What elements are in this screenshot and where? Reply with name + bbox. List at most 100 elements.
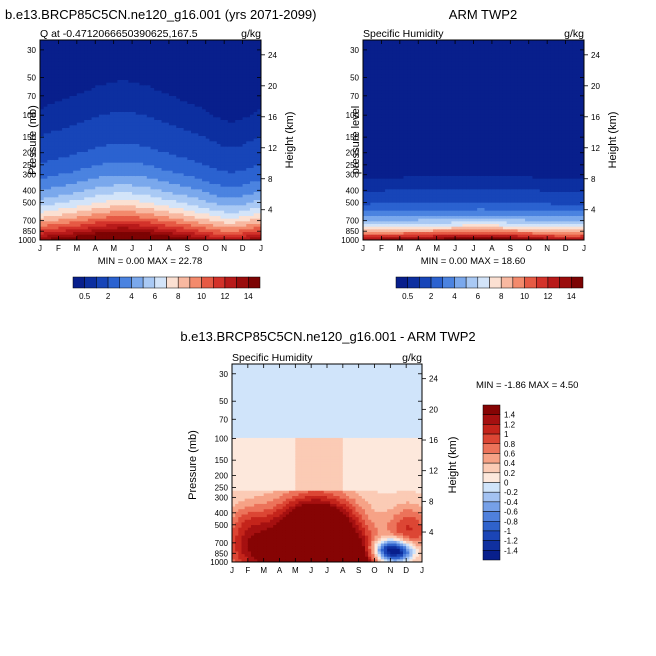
field-cell	[69, 152, 74, 156]
field-cell	[95, 202, 100, 206]
field-cell	[102, 117, 107, 121]
field-cell	[43, 133, 48, 137]
field-cell	[146, 208, 152, 212]
field-cell	[242, 178, 247, 182]
field-cell	[98, 144, 104, 148]
field-cell	[249, 101, 255, 105]
field-cell	[202, 152, 207, 156]
field-cell	[65, 152, 71, 156]
field-cell	[84, 144, 89, 148]
field-cell	[374, 144, 379, 148]
field-cell	[154, 53, 159, 57]
field-cell	[43, 197, 48, 201]
field-cell	[154, 184, 159, 188]
field-cell	[84, 96, 89, 100]
field-cell	[176, 146, 181, 150]
field-cell	[209, 165, 214, 169]
field-cell	[366, 58, 371, 62]
field-cell	[54, 205, 60, 209]
field-cell	[213, 176, 218, 180]
field-cell	[124, 69, 129, 73]
field-cell	[95, 96, 100, 100]
field-cell	[161, 114, 166, 118]
field-cell	[238, 189, 244, 193]
field-cell	[253, 176, 258, 180]
field-cell	[106, 136, 111, 140]
field-cell	[198, 90, 203, 94]
field-cell	[194, 186, 199, 190]
field-cell	[246, 128, 251, 132]
field-cell	[213, 234, 218, 238]
field-cell	[117, 64, 122, 68]
field-cell	[58, 213, 63, 217]
field-cell	[69, 154, 74, 158]
field-cell	[253, 45, 258, 49]
field-cell	[179, 85, 185, 89]
field-cell	[143, 128, 148, 132]
field-cell	[183, 162, 188, 166]
field-cell	[253, 216, 258, 220]
field-cell	[209, 202, 214, 206]
field-cell	[58, 224, 63, 228]
field-cell	[139, 138, 144, 142]
field-cell	[40, 114, 45, 118]
field-cell	[249, 208, 255, 212]
field-cell	[161, 170, 166, 174]
field-cell	[168, 141, 174, 145]
field-cell	[146, 56, 152, 60]
field-cell	[194, 56, 199, 60]
field-cell	[216, 170, 222, 174]
field-cell	[146, 194, 152, 198]
field-cell	[95, 50, 100, 54]
field-cell	[377, 216, 383, 220]
field-cell	[62, 168, 67, 172]
field-cell	[76, 162, 82, 166]
field-cell	[205, 146, 211, 150]
field-cell	[143, 232, 148, 236]
field-cell	[109, 112, 115, 116]
field-cell	[146, 104, 152, 108]
field-cell	[220, 98, 225, 102]
field-cell	[183, 114, 188, 118]
field-cell	[176, 234, 181, 238]
field-cell	[62, 64, 67, 68]
field-cell	[242, 125, 247, 129]
field-cell	[191, 154, 196, 158]
field-cell	[139, 168, 144, 172]
field-cell	[124, 130, 129, 134]
field-cell	[102, 162, 107, 166]
field-cell	[58, 202, 63, 206]
field-cell	[106, 160, 111, 164]
field-cell	[65, 74, 71, 78]
field-cell	[128, 72, 133, 76]
field-cell	[370, 194, 375, 198]
field-cell	[150, 45, 155, 49]
colorbar-swatch	[119, 276, 132, 289]
field-cell	[139, 216, 144, 220]
field-cell	[135, 80, 141, 84]
field-cell	[176, 122, 181, 126]
field-cell	[113, 226, 118, 230]
field-cell	[62, 162, 67, 166]
field-cell	[98, 42, 104, 46]
field-cell	[216, 237, 222, 240]
field-cell	[235, 184, 240, 188]
field-cell	[366, 136, 371, 140]
field-cell	[172, 109, 177, 113]
field-cell	[224, 120, 229, 124]
field-cell	[58, 98, 63, 102]
field-cell	[58, 101, 63, 105]
field-cell	[84, 58, 89, 62]
field-cell	[51, 112, 56, 116]
field-cell	[124, 64, 129, 68]
field-cell	[220, 213, 225, 217]
field-cell	[76, 136, 82, 140]
field-cell	[227, 122, 233, 126]
field-cell	[73, 125, 78, 129]
field-cell	[80, 42, 85, 46]
field-cell	[176, 82, 181, 86]
field-cell	[54, 189, 60, 193]
field-cell	[224, 200, 229, 204]
field-cell	[220, 144, 225, 148]
field-cell	[121, 234, 126, 238]
